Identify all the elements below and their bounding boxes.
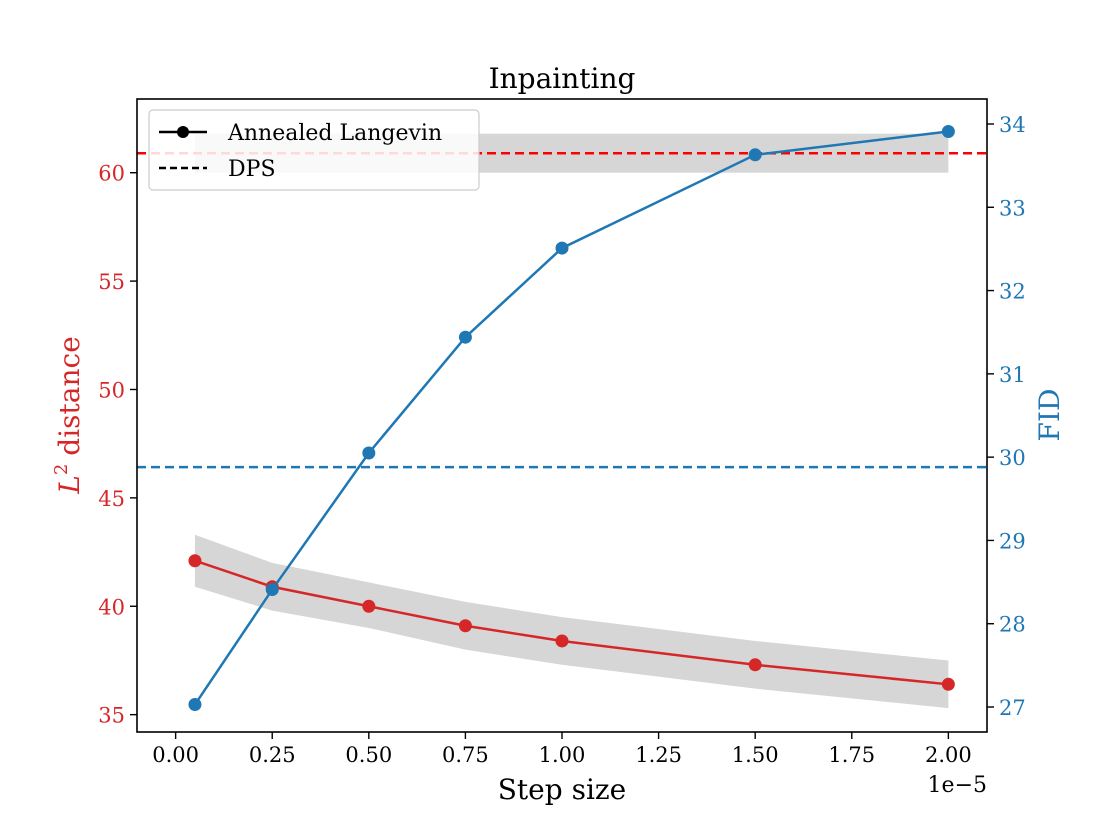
series-0-point-2: [362, 599, 376, 613]
right-tick-label-1: 28: [999, 613, 1026, 637]
right-tick-label-4: 31: [999, 363, 1026, 387]
x-axis-label: Step size: [498, 773, 626, 806]
chart-title: Inpainting: [489, 62, 636, 95]
right-tick-label-5: 32: [999, 280, 1026, 304]
left-axis-ticks: 35 40 45 50 55 60: [98, 162, 137, 728]
series-0-point-0: [188, 554, 202, 568]
x-tick-label-3: 0.75: [442, 743, 489, 767]
x-tick-label-8: 2.00: [925, 743, 972, 767]
left-tick-label-1: 40: [98, 595, 125, 619]
x-tick-label-1: 0.25: [249, 743, 296, 767]
x-tick-label-0: 0.00: [152, 743, 199, 767]
left-tick-label-4: 55: [98, 270, 125, 294]
series-1-point-2: [362, 446, 376, 460]
series-0-point-5: [748, 658, 762, 672]
left-axis-label-symbol: L: [53, 475, 86, 495]
series-0-point-4: [555, 634, 569, 648]
right-tick-label-6: 33: [999, 196, 1026, 220]
series-band-0: [194, 534, 949, 709]
series-1-point-1: [265, 583, 279, 597]
legend-label-annealed-langevin: Annealed Langevin: [227, 121, 442, 146]
right-tick-label-0: 27: [999, 696, 1026, 720]
series-group: [188, 124, 955, 712]
right-tick-label-3: 30: [999, 446, 1026, 470]
left-axis-label-text: distance: [53, 336, 86, 455]
legend-box: [148, 109, 480, 191]
series-1-point-0: [188, 698, 202, 712]
x-tick-label-4: 1.00: [539, 743, 586, 767]
right-axis-label: FID: [1033, 389, 1066, 442]
right-tick-label-7: 34: [999, 113, 1026, 137]
legend: Annealed Langevin DPS: [148, 109, 480, 191]
left-axis-label: L2 distance: [51, 336, 86, 495]
reference-lines: [137, 151, 987, 469]
series-1-point-3: [458, 330, 472, 344]
legend-label-dps: DPS: [228, 157, 276, 182]
series-1-point-5: [748, 148, 762, 162]
series-0-point-6: [941, 677, 955, 691]
uncertainty-bands: [194, 133, 949, 709]
legend-marker: [177, 126, 189, 138]
x-tick-label-5: 1.25: [635, 743, 682, 767]
series-1-point-4: [555, 241, 569, 255]
x-tick-label-7: 1.75: [828, 743, 875, 767]
x-tick-label-6: 1.50: [732, 743, 779, 767]
series-1-point-6: [941, 124, 955, 138]
left-axis-label-superscript: 2: [51, 464, 72, 475]
x-tick-label-2: 0.50: [345, 743, 392, 767]
left-tick-label-0: 35: [98, 704, 125, 728]
series-0-point-3: [458, 619, 472, 633]
left-tick-label-5: 60: [98, 162, 125, 186]
x-axis-ticks: 0.00 0.25 0.50 0.75 1.00 1.25 1.50 1.75 2.00: [152, 732, 972, 767]
x-offset-label: 1e−5: [928, 773, 987, 798]
right-tick-label-2: 29: [999, 529, 1026, 553]
left-tick-label-3: 50: [98, 378, 125, 402]
right-axis-ticks: 27 28 29 30 31 32 33 34: [987, 113, 1026, 720]
left-tick-label-2: 45: [98, 487, 125, 511]
